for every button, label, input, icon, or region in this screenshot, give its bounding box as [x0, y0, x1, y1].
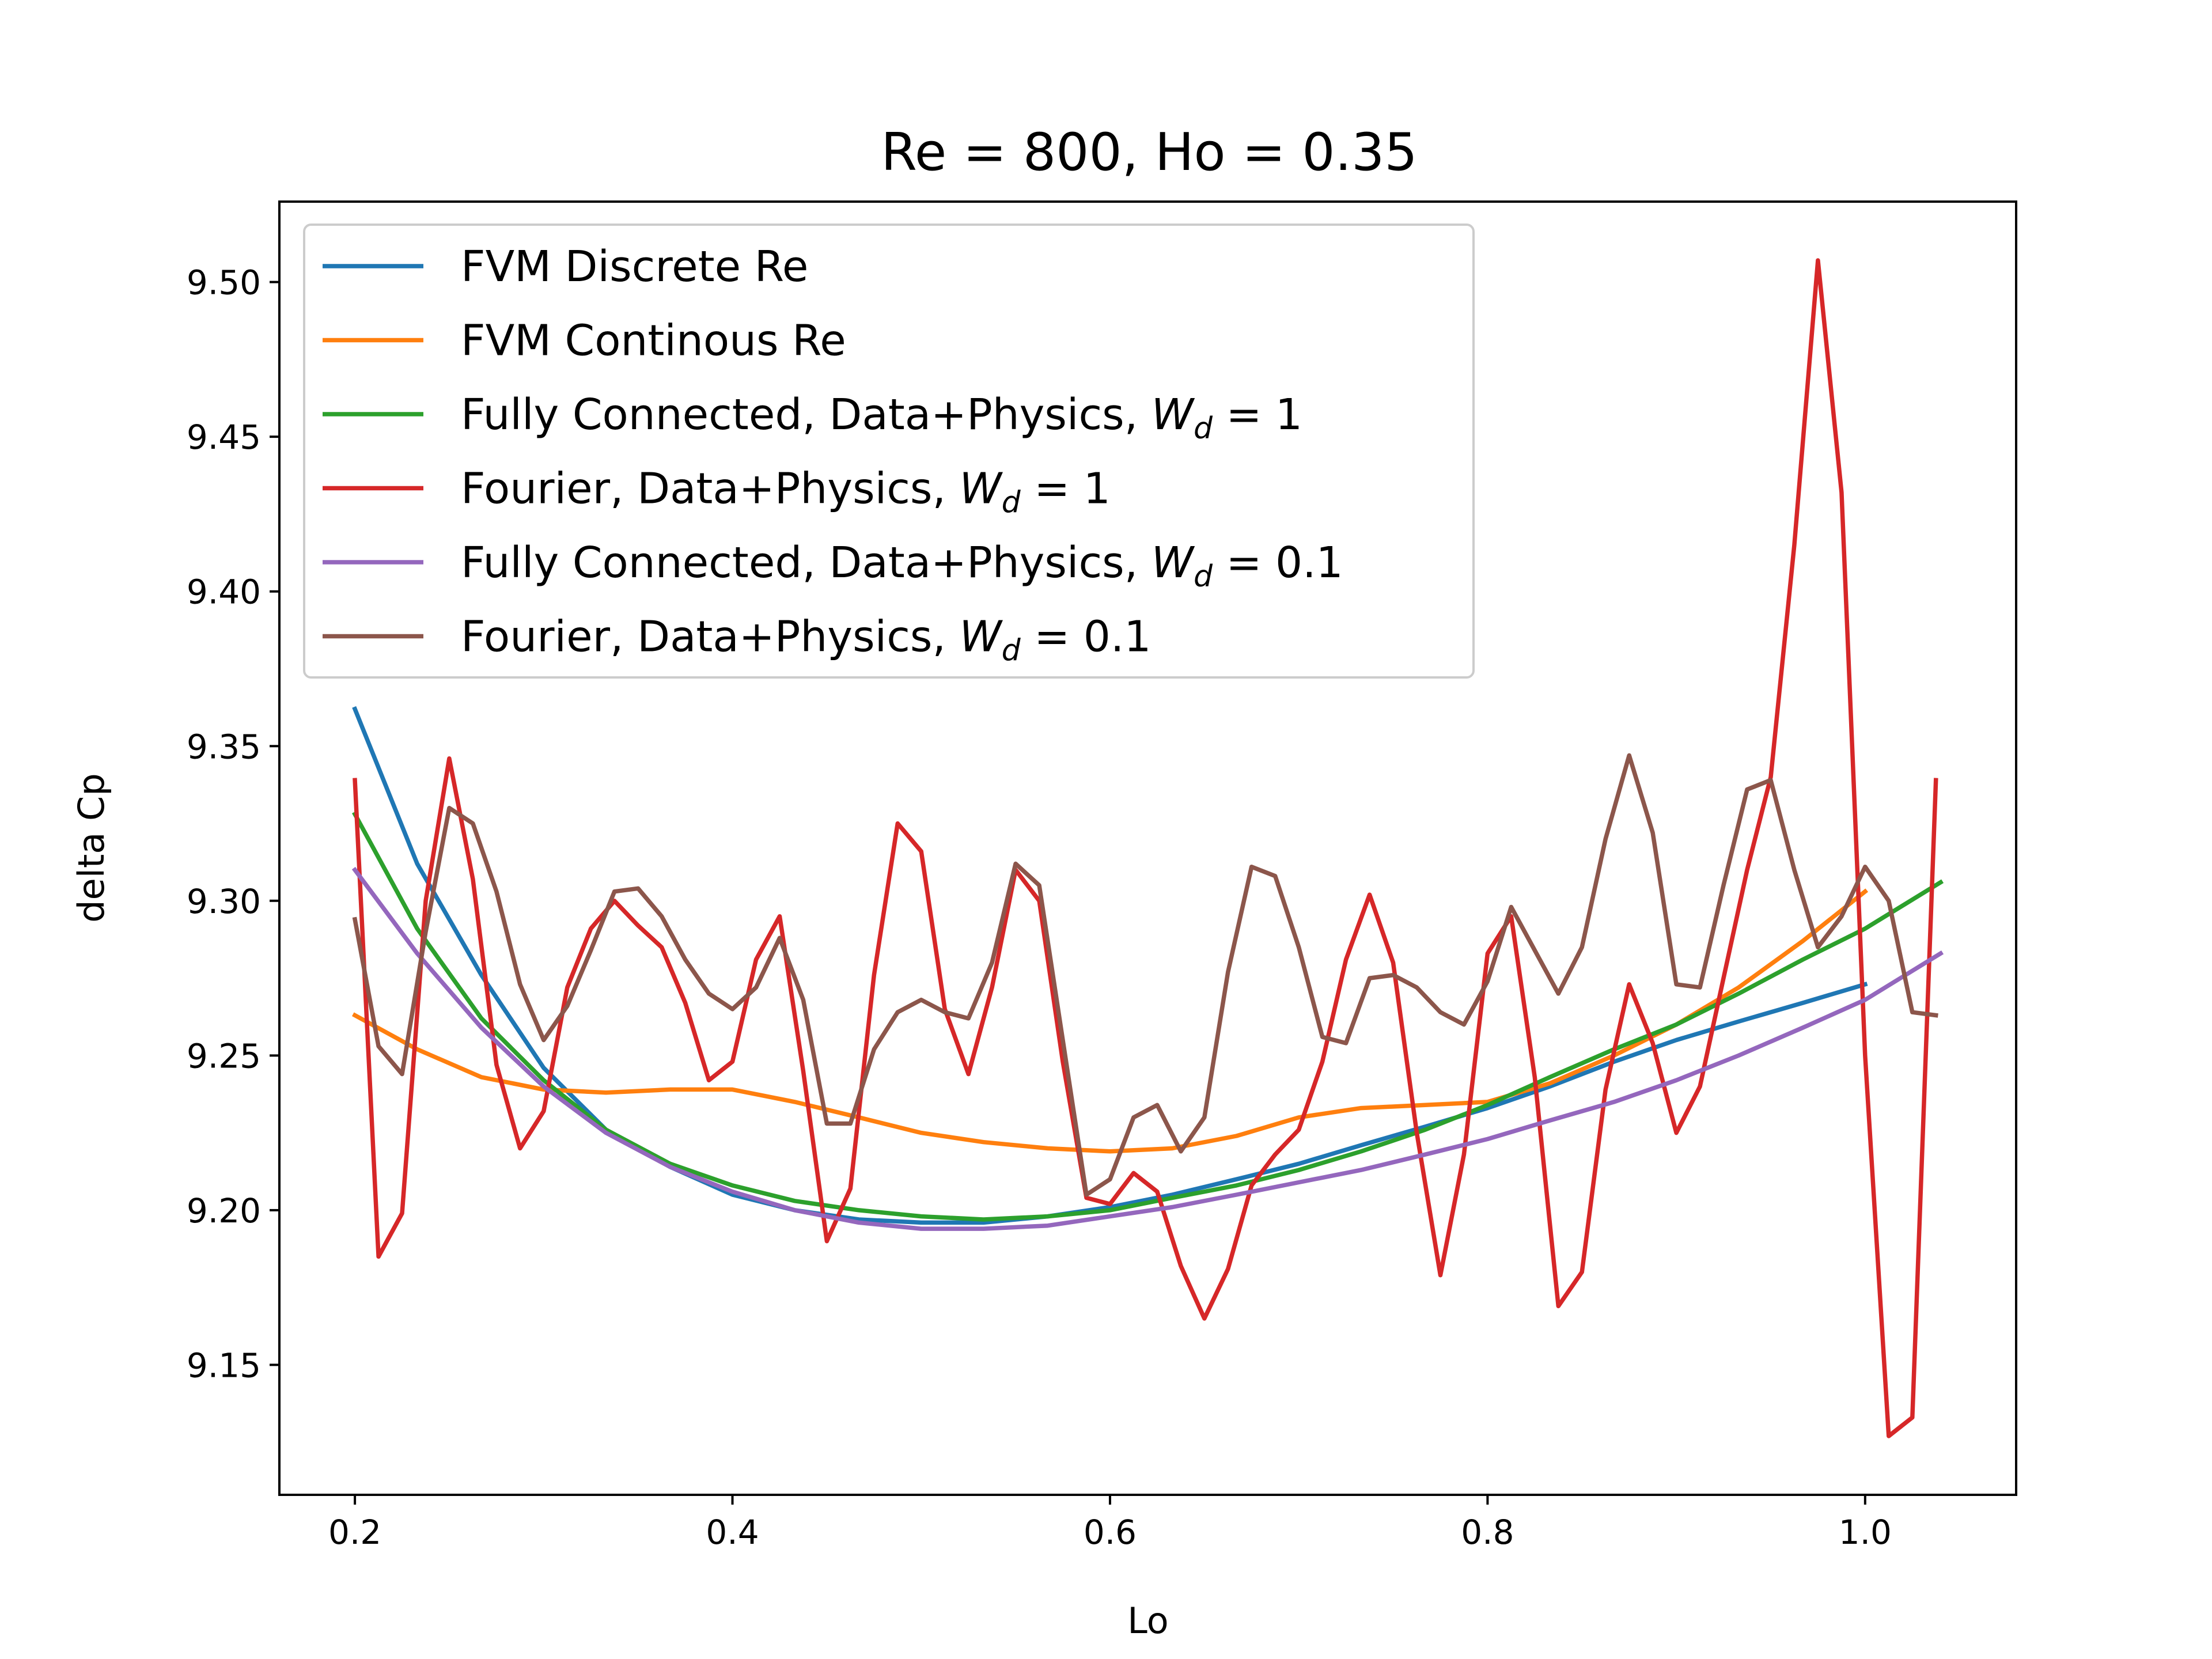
- series-line-6: [352, 753, 1938, 1197]
- chart-title: Re = 800, Ho = 0.35: [881, 122, 1417, 183]
- legend: FVM Discrete Re FVM Continous Re Fully Con…: [303, 224, 1475, 679]
- y-tick-label: 9.50: [187, 263, 261, 302]
- y-axis: 9.15 9.20 9.25 9.30 9.35 9.40 9.45 9.50: [187, 263, 279, 1385]
- legend-label-5: Fully Connected, Data+Physics, Wd = 0.1: [461, 538, 1343, 594]
- legend-label-6: Fourier, Data+Physics, Wd = 0.1: [461, 612, 1151, 668]
- x-tick-label: 0.6: [1084, 1513, 1137, 1552]
- legend-label-subscript: d: [1002, 634, 1021, 668]
- y-tick-label: 9.20: [187, 1191, 261, 1230]
- legend-label-value: = 0.1: [1213, 538, 1343, 588]
- y-tick-label: 9.45: [187, 418, 261, 457]
- series-line-5: [351, 866, 1944, 1231]
- x-axis: 0.2 0.4 0.6 0.8 1.0: [328, 1495, 1892, 1552]
- legend-label-text: Fourier, Data+Physics,: [461, 464, 960, 514]
- legend-label-text: FVM Continous Re: [461, 316, 846, 366]
- legend-label-value: = 1: [1213, 390, 1302, 440]
- legend-label-symbol: W: [960, 464, 1003, 514]
- series-line-4: [353, 258, 1938, 1438]
- x-tick-label: 1.0: [1839, 1513, 1892, 1552]
- y-tick-label: 9.30: [187, 882, 261, 921]
- y-axis-label: delta Cp: [70, 773, 112, 922]
- legend-label-symbol: W: [1152, 390, 1195, 440]
- legend-label-text: Fully Connected, Data+Physics,: [461, 390, 1152, 440]
- legend-label-3: Fully Connected, Data+Physics, Wd = 1: [461, 390, 1302, 446]
- legend-label-text: FVM Discrete Re: [461, 242, 808, 291]
- legend-label-4: Fourier, Data+Physics, Wd = 1: [461, 464, 1111, 520]
- legend-label-text: Fully Connected, Data+Physics,: [461, 538, 1152, 588]
- legend-label-text: Fourier, Data+Physics,: [461, 612, 960, 662]
- y-tick-label: 9.35: [187, 727, 261, 766]
- x-tick-label: 0.4: [706, 1513, 759, 1552]
- x-tick-label: 0.8: [1461, 1513, 1514, 1552]
- legend-label-subscript: d: [1194, 411, 1213, 446]
- legend-label-subscript: d: [1002, 486, 1021, 520]
- y-tick-label: 9.25: [187, 1036, 261, 1075]
- legend-label-1: FVM Discrete Re: [461, 242, 808, 291]
- series-line-3: [352, 811, 1944, 1222]
- legend-label-symbol: W: [960, 612, 1003, 662]
- y-tick-label: 9.40: [187, 573, 261, 612]
- legend-box: [303, 224, 1475, 679]
- legend-label-2: FVM Continous Re: [461, 316, 846, 366]
- x-tick-label: 0.2: [328, 1513, 381, 1552]
- legend-label-value: = 0.1: [1021, 612, 1152, 662]
- x-axis-label: Lo: [1127, 1600, 1168, 1642]
- legend-label-symbol: W: [1152, 538, 1195, 588]
- plot-frame: [278, 200, 2017, 1496]
- legend-label-value: = 1: [1021, 464, 1111, 514]
- y-tick-label: 9.15: [187, 1346, 261, 1385]
- series-layer: [351, 258, 1944, 1438]
- legend-label-subscript: d: [1194, 559, 1213, 594]
